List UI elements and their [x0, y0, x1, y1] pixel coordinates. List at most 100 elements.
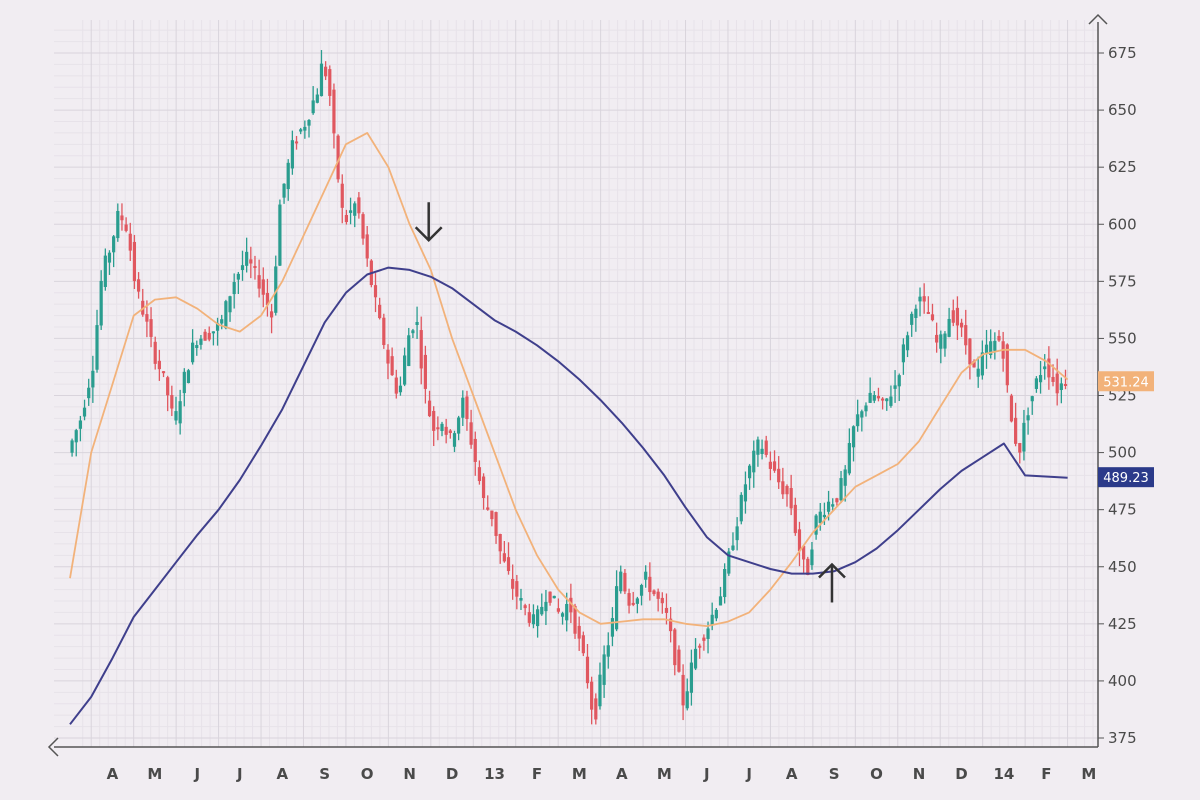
- candle: [752, 440, 756, 488]
- candle-body: [523, 605, 527, 609]
- y-tick-label: 500: [1108, 444, 1137, 462]
- candle-body: [727, 551, 731, 574]
- candle-body: [768, 461, 772, 469]
- candle-body: [714, 609, 718, 619]
- candle-body: [319, 63, 324, 97]
- candle: [910, 311, 914, 337]
- candle-body: [328, 69, 332, 96]
- candle: [523, 603, 527, 616]
- y-tick-label: 575: [1108, 272, 1137, 290]
- candle: [195, 340, 199, 356]
- x-tick-label: 13: [484, 765, 505, 783]
- candle-body: [99, 280, 103, 326]
- candle-body: [1043, 366, 1047, 370]
- candle: [427, 390, 432, 418]
- candle-body: [710, 614, 714, 625]
- candle: [357, 192, 361, 219]
- candle-body: [893, 385, 897, 389]
- candle: [481, 473, 486, 510]
- candle: [390, 347, 394, 376]
- candle: [74, 428, 78, 457]
- x-tick-label: M: [657, 765, 672, 783]
- candle: [124, 217, 128, 233]
- candle-body: [731, 545, 735, 550]
- candle-body: [926, 312, 930, 315]
- candle: [112, 235, 116, 268]
- candle: [386, 344, 390, 380]
- candle-body: [876, 396, 881, 399]
- candle-body: [802, 545, 806, 560]
- slow-moving-average-line: [69, 266, 1068, 725]
- candle-body: [378, 304, 382, 319]
- candle-body: [299, 129, 303, 132]
- candle-body: [1009, 395, 1014, 422]
- y-tick-label: 625: [1108, 158, 1137, 176]
- candle: [153, 336, 157, 370]
- x-tick-label: M: [147, 765, 162, 783]
- candle: [191, 329, 195, 365]
- candle: [835, 497, 839, 506]
- candle-body: [606, 645, 610, 657]
- candle: [905, 331, 910, 358]
- candle: [249, 246, 253, 279]
- candle-body: [1034, 378, 1039, 389]
- candle-body: [78, 420, 82, 429]
- candle-body: [91, 370, 95, 388]
- candle-body: [382, 317, 386, 346]
- candle-body: [752, 450, 756, 473]
- candle: [614, 570, 619, 632]
- candle: [1063, 369, 1068, 390]
- candle-body: [157, 360, 161, 370]
- candle-body: [457, 417, 461, 434]
- candle: [914, 304, 918, 332]
- candle: [926, 296, 930, 315]
- candle: [677, 645, 681, 673]
- candle-body: [1026, 415, 1030, 421]
- candle: [398, 376, 403, 396]
- x-axis-arrowhead: [47, 737, 59, 757]
- candle-body: [191, 342, 195, 363]
- candle-body: [964, 325, 968, 346]
- candle-body: [257, 275, 261, 289]
- price-badge: 489.23: [1098, 467, 1154, 488]
- candle: [802, 545, 806, 573]
- y-tick-label: 600: [1108, 215, 1137, 233]
- candle: [756, 436, 760, 467]
- candle-body: [531, 614, 536, 625]
- candle-body: [581, 635, 585, 654]
- candle-body: [955, 307, 960, 326]
- candle: [864, 402, 868, 417]
- candle: [918, 287, 922, 317]
- candle-body: [989, 341, 993, 356]
- arrow-head: [414, 226, 443, 243]
- candle-body: [324, 66, 328, 77]
- candle: [577, 616, 581, 651]
- candle: [373, 273, 378, 313]
- candle: [128, 222, 132, 261]
- candle-body: [673, 629, 677, 666]
- candle: [984, 329, 989, 369]
- candle-body: [793, 504, 797, 534]
- candle-body: [394, 377, 398, 394]
- candle-body: [772, 461, 777, 471]
- candle: [415, 306, 419, 339]
- candle: [211, 331, 216, 346]
- candle-body: [174, 411, 178, 421]
- candle-body: [764, 440, 768, 455]
- candle-body: [822, 514, 827, 518]
- candle: [494, 511, 498, 544]
- candle-body: [905, 335, 910, 351]
- candle-body: [232, 282, 236, 295]
- candle: [739, 492, 743, 525]
- candle: [149, 307, 153, 348]
- candle-body: [436, 427, 440, 430]
- candle: [781, 467, 785, 499]
- candle-body: [502, 553, 506, 562]
- candle-body: [519, 598, 523, 601]
- candle-body: [166, 377, 170, 396]
- candle: [465, 390, 469, 431]
- candle: [1047, 346, 1051, 390]
- candle-body: [294, 141, 299, 144]
- candle-body: [103, 255, 107, 287]
- candle-body: [1018, 443, 1022, 453]
